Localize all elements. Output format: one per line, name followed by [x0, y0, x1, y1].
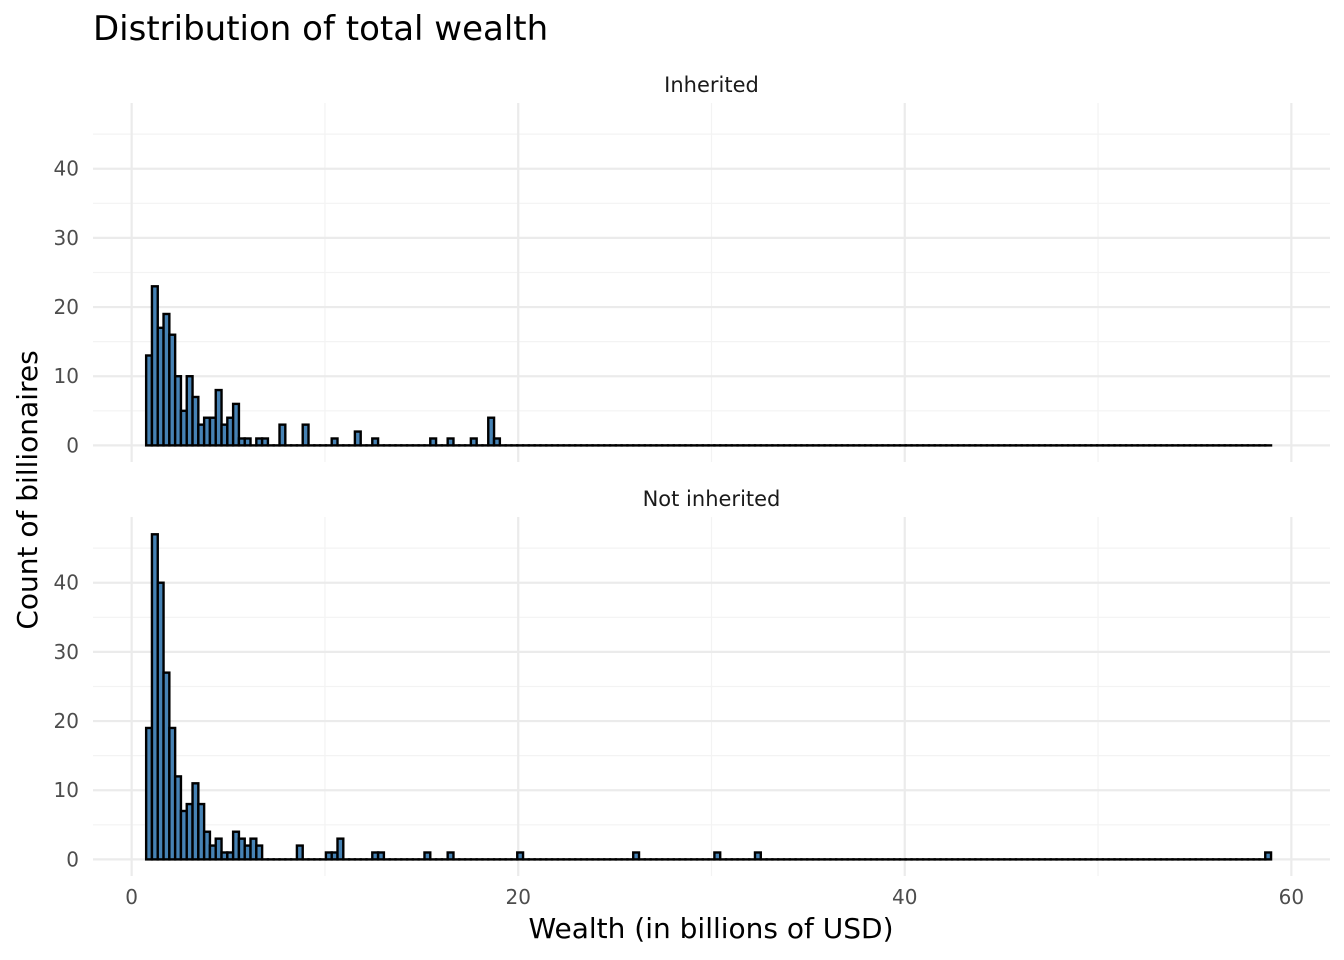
histogram-bar [214, 388, 223, 447]
histogram-bar [446, 437, 455, 447]
facet-panel: Not inherited 0 10 20 30 40 [54, 487, 1330, 876]
histogram-bar [713, 851, 722, 861]
histogram-bar [260, 437, 270, 447]
y-tick-label: 10 [54, 364, 79, 388]
facet-strip-label: Inherited [664, 73, 759, 97]
x-tick-label: 0 [125, 885, 138, 909]
y-axis-title: Count of billionaires [11, 350, 44, 629]
y-tick-label: 40 [54, 571, 79, 595]
histogram-bar [516, 851, 525, 861]
histogram-bar [469, 437, 478, 447]
y-tick-label: 10 [54, 778, 79, 802]
y-tick-label: 20 [54, 709, 79, 733]
histogram-bar [487, 416, 496, 447]
histogram-bar [278, 423, 287, 447]
y-tick-label: 30 [54, 226, 79, 250]
histogram-bar [632, 851, 641, 861]
histogram-bar [376, 851, 386, 861]
y-tick-label: 0 [66, 433, 79, 457]
chart-title: Distribution of total wealth [93, 9, 548, 49]
y-tick-label: 0 [66, 847, 79, 871]
facet-panel: Inherited 0 10 20 30 40 [54, 73, 1330, 462]
histogram-bar [231, 402, 241, 447]
histogram-bar [243, 437, 252, 447]
x-tick-label: 40 [892, 885, 917, 909]
x-tick-label: 60 [1279, 885, 1304, 909]
histogram-bar [255, 844, 264, 861]
histogram-bar [214, 837, 223, 861]
histogram-bar [429, 437, 438, 447]
histogram-bar [353, 430, 362, 447]
y-tick-label: 30 [54, 640, 79, 664]
histogram-bar [446, 851, 455, 861]
histogram-bar [191, 395, 200, 447]
y-tick-label: 20 [54, 295, 79, 319]
histogram-bar [1264, 851, 1273, 861]
y-tick-label: 40 [54, 157, 79, 181]
histogram-bar [336, 837, 345, 861]
histogram-bar [423, 851, 432, 861]
histogram-bar [371, 437, 380, 447]
histogram-bar [330, 437, 339, 447]
histogram-bar [295, 844, 304, 861]
facet-strip-label: Not inherited [643, 487, 781, 511]
x-tick-label: 20 [505, 885, 530, 909]
histogram-bar [301, 423, 310, 447]
x-axis-title: Wealth (in billions of USD) [528, 912, 893, 945]
histogram-bar [753, 851, 762, 861]
histogram-bar [492, 437, 502, 447]
